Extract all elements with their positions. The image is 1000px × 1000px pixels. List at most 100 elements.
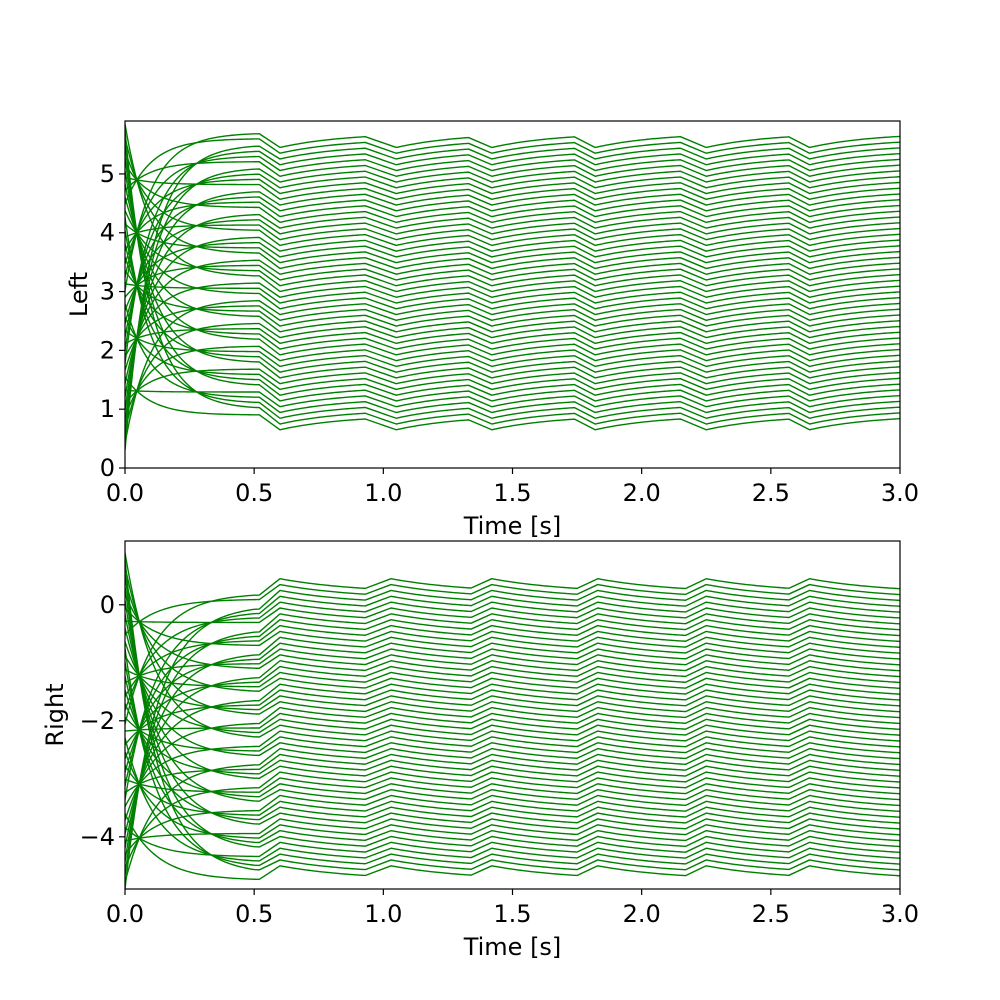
series-line-left-6 xyxy=(125,143,900,402)
series-line-left-12 xyxy=(125,329,900,368)
series-line-right-13 xyxy=(125,794,900,856)
series-line-left-16 xyxy=(125,328,900,345)
series-line-right-32 xyxy=(125,683,900,835)
series-line-right-43 xyxy=(125,619,900,787)
series-line-right-26 xyxy=(125,641,900,734)
series-line-right-7 xyxy=(125,662,900,844)
series-line-right-17 xyxy=(125,771,900,869)
series-line-left-7 xyxy=(125,230,900,396)
series-line-right-3 xyxy=(125,648,900,867)
series-line-left-11 xyxy=(125,243,900,373)
x-axis-label-right: Time [s] xyxy=(463,933,562,961)
series-line-left-23 xyxy=(125,283,900,304)
series-line-left-4 xyxy=(125,303,900,414)
series-line-right-27 xyxy=(125,712,900,732)
series-line-right-20 xyxy=(125,753,900,794)
series-line-right-40 xyxy=(125,636,900,862)
series-line-right-47 xyxy=(125,595,900,800)
series-line-left-41 xyxy=(125,176,900,201)
y-tick-label-left: 3 xyxy=(100,278,115,306)
series-line-left-34 xyxy=(125,224,900,241)
plot-frame-left xyxy=(124,120,901,469)
series-line-left-25 xyxy=(125,123,900,293)
x-tick-label-left: 3.0 xyxy=(881,479,919,507)
series-line-left-45 xyxy=(125,161,900,192)
series-line-right-1 xyxy=(125,813,900,881)
series-line-right-37 xyxy=(125,593,900,669)
series-line-left-35 xyxy=(125,219,900,324)
series-line-left-27 xyxy=(125,264,900,298)
series-line-left-17 xyxy=(125,322,900,431)
chart-right: 0.0 0.5 1.0 1.5 2.0 2.5 3.0 0 −2 −4 Time [s] Right xyxy=(41,540,919,961)
series-line-right-8 xyxy=(125,751,900,839)
series-line-right-15 xyxy=(125,689,900,798)
series-line-left-2 xyxy=(125,130,900,425)
y-tick-label-right: 0 xyxy=(100,591,115,619)
y-axis-label-left: Left xyxy=(65,272,93,317)
series-line-left-31 xyxy=(125,241,900,311)
y-tick-label-left: 5 xyxy=(100,160,115,188)
series-line-right-41 xyxy=(125,607,900,647)
series-line-left-30 xyxy=(125,223,900,264)
series-line-right-23 xyxy=(125,716,900,752)
y-axis-label-right: Right xyxy=(41,683,69,746)
series-line-right-50 xyxy=(125,578,900,725)
series-line-right-16 xyxy=(125,777,900,793)
series-line-right-12 xyxy=(125,765,900,816)
y-tick-label-left: 0 xyxy=(100,454,115,482)
series-group-right xyxy=(125,552,900,889)
x-tick-label-left: 1.5 xyxy=(493,479,531,507)
x-tick-label-right: 0.5 xyxy=(235,900,273,928)
series-line-left-3 xyxy=(125,217,900,419)
series-line-left-42 xyxy=(125,178,900,265)
y-tick-label-right: −2 xyxy=(80,707,115,735)
x-tick-label-left: 2.0 xyxy=(623,479,661,507)
series-line-left-19 xyxy=(125,270,900,327)
series-line-left-48 xyxy=(125,145,900,451)
series-line-right-38 xyxy=(125,648,900,684)
x-tick-label-left: 2.5 xyxy=(752,479,790,507)
series-line-right-39 xyxy=(125,642,900,773)
series-line-right-30 xyxy=(125,655,900,711)
series-line-right-22 xyxy=(125,627,900,757)
y-tick-label-left: 4 xyxy=(100,219,115,247)
series-line-right-9 xyxy=(125,818,900,842)
series-line-left-49 xyxy=(125,138,900,205)
series-line-left-13 xyxy=(125,345,900,418)
y-tick-label-left: 2 xyxy=(100,336,115,364)
series-line-left-10 xyxy=(125,157,900,379)
y-tick-label-left: 1 xyxy=(100,395,115,423)
series-line-right-6 xyxy=(125,573,900,848)
series-line-left-39 xyxy=(125,196,900,338)
series-line-left-38 xyxy=(125,201,900,251)
series-line-left-5 xyxy=(125,389,900,408)
series-line-right-18 xyxy=(125,614,900,779)
x-tick-label-right: 1.0 xyxy=(364,900,402,928)
series-line-right-24 xyxy=(125,730,900,807)
series-line-left-22 xyxy=(125,197,900,310)
series-line-right-11 xyxy=(125,676,900,821)
series-line-left-26 xyxy=(125,210,900,287)
series-line-right-14 xyxy=(125,600,900,802)
series-line-left-46 xyxy=(125,155,900,278)
series-line-left-37 xyxy=(125,163,900,224)
series-line-right-21 xyxy=(125,747,900,883)
series-line-left-24 xyxy=(125,282,900,371)
x-tick-label-left: 0.5 xyxy=(235,479,273,507)
series-line-left-1 xyxy=(125,376,900,431)
x-tick-label-right: 2.5 xyxy=(752,900,790,928)
series-line-left-44 xyxy=(125,168,900,438)
chart-left: 0.0 0.5 1.0 1.5 2.0 2.5 3.0 0 1 2 3 4 5 Time [s] Left xyxy=(65,120,919,540)
series-line-right-25 xyxy=(125,552,900,738)
series-line-left-33 xyxy=(125,150,900,247)
series-line-left-9 xyxy=(125,368,900,405)
series-line-left-29 xyxy=(125,137,900,270)
series-line-right-29 xyxy=(125,566,900,715)
series-line-right-44 xyxy=(125,613,900,876)
series-line-right-48 xyxy=(125,589,900,889)
series-line-left-28 xyxy=(125,259,900,384)
x-tick-label-left: 1.0 xyxy=(364,479,402,507)
series-line-right-31 xyxy=(125,689,900,746)
y-tick-label-right: −4 xyxy=(80,823,115,851)
